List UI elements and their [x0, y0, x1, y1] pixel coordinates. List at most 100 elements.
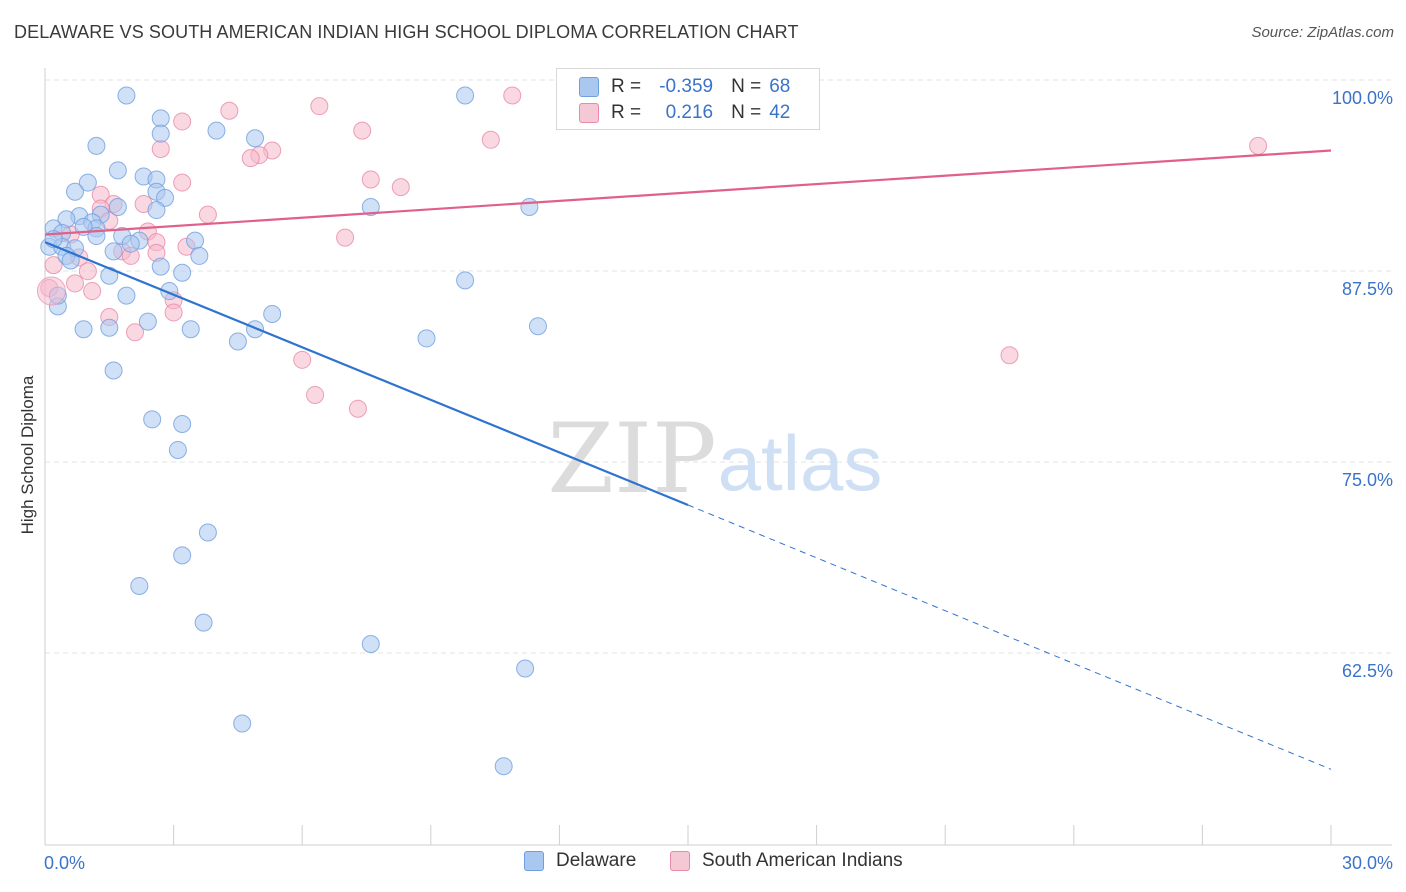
- y-axis-label: High School Diploma: [18, 375, 37, 535]
- south-american-indians-point: [353, 121, 372, 140]
- delaware-point: [87, 136, 106, 155]
- watermark: ZIP atlas: [547, 403, 882, 515]
- south-american-indians-swatch: [670, 851, 690, 871]
- delaware-point: [194, 613, 213, 632]
- delaware-point: [233, 714, 252, 733]
- delaware-point: [456, 86, 475, 105]
- south-american-indians-point: [44, 256, 63, 275]
- south-american-indians-point: [220, 101, 239, 120]
- delaware-point: [198, 523, 217, 542]
- delaware-point: [173, 263, 192, 282]
- legend-item-south-american-indians[interactable]: South American Indians: [670, 850, 903, 872]
- delaware-point: [228, 332, 247, 351]
- south-american-indians-point: [36, 276, 66, 306]
- trend-lines: [44, 149, 1332, 770]
- delaware-point: [456, 271, 475, 290]
- axes: [44, 68, 1392, 846]
- delaware-trend-extension: [687, 504, 1332, 770]
- delaware-point: [417, 329, 436, 348]
- series-legend: Delaware South American Indians: [0, 850, 1406, 878]
- delaware-point: [121, 234, 140, 253]
- stats-row-south-american-indians: R = 0.216 N = 42: [579, 100, 790, 126]
- delaware-point: [78, 173, 97, 192]
- watermark-atlas: atlas: [718, 419, 883, 507]
- delaware-point: [108, 198, 127, 217]
- delaware-point: [117, 286, 136, 305]
- y-tick-label: 87.5%: [1342, 279, 1393, 299]
- south-american-indians-point: [83, 282, 102, 301]
- south-american-indians-point: [151, 139, 170, 158]
- delaware-point: [361, 198, 380, 217]
- south-american-indians-point: [336, 228, 355, 247]
- delaware-point: [361, 635, 380, 654]
- delaware-point: [190, 246, 209, 265]
- data-points: [36, 86, 1268, 776]
- delaware-point: [186, 231, 205, 250]
- south-american-indians-point: [481, 130, 500, 149]
- r-label: R =: [611, 102, 642, 123]
- y-tick-label: 75.0%: [1342, 470, 1393, 490]
- delaware-point: [173, 414, 192, 433]
- r-label: R =: [611, 76, 642, 97]
- y-tick-label: 100.0%: [1332, 88, 1393, 108]
- delaware-point: [246, 129, 265, 148]
- delaware-swatch: [579, 77, 599, 97]
- stats-legend: R = -0.359 N = 68 R = 0.216 N = 42: [556, 68, 820, 130]
- delaware-point: [138, 312, 157, 331]
- south-american-indians-point: [241, 149, 260, 168]
- south-american-indians-point: [126, 323, 145, 342]
- delaware-point: [147, 201, 166, 220]
- south-american-indians-point: [198, 205, 217, 224]
- delaware-point: [207, 121, 226, 140]
- tick-labels: 62.5% 75.0% 87.5% 100.0% 0.0% 30.0%: [44, 88, 1393, 873]
- delaware-point: [168, 440, 187, 459]
- delaware-point: [246, 320, 265, 339]
- delaware-swatch: [524, 851, 544, 871]
- chart-title: DELAWARE VS SOUTH AMERICAN INDIAN HIGH S…: [14, 22, 799, 42]
- delaware-point: [181, 320, 200, 339]
- delaware-point: [151, 257, 170, 276]
- delaware-point: [104, 361, 123, 380]
- legend-label: Delaware: [556, 850, 637, 871]
- delaware-point: [108, 161, 127, 180]
- south-american-indians-point: [173, 112, 192, 131]
- delaware-point: [263, 304, 282, 323]
- x-tick-label: 0.0%: [44, 853, 85, 873]
- south-american-indians-point: [310, 97, 329, 116]
- delaware-point: [156, 188, 175, 207]
- delaware-point: [74, 320, 93, 339]
- south-american-indians-point: [66, 274, 85, 293]
- x-tick-label: 30.0%: [1342, 853, 1393, 873]
- delaware-point: [516, 659, 535, 678]
- n-value: 42: [769, 102, 791, 123]
- y-tick-label: 62.5%: [1342, 661, 1393, 681]
- south-american-indians-point: [503, 86, 522, 105]
- legend-label: South American Indians: [702, 850, 903, 871]
- delaware-point: [494, 757, 513, 776]
- delaware-point: [173, 546, 192, 565]
- south-american-indians-point: [164, 303, 183, 322]
- south-american-indians-trend-line: [44, 149, 1332, 236]
- r-value: 0.216: [665, 102, 714, 123]
- south-american-indians-swatch: [579, 103, 599, 123]
- south-american-indians-point: [293, 350, 312, 369]
- delaware-point: [520, 198, 539, 217]
- n-label: N =: [731, 102, 762, 123]
- south-american-indians-point: [391, 178, 410, 197]
- source-label: Source: ZipAtlas.com: [1251, 24, 1394, 41]
- delaware-trend-line: [44, 241, 689, 506]
- south-american-indians-point: [1000, 346, 1019, 365]
- delaware-point: [151, 124, 170, 143]
- delaware-point: [100, 318, 119, 337]
- stats-row-delaware: R = -0.359 N = 68: [579, 74, 790, 100]
- south-american-indians-point: [361, 170, 380, 189]
- n-value: 68: [769, 76, 791, 97]
- south-american-indians-point: [306, 385, 325, 404]
- r-value: -0.359: [659, 76, 714, 97]
- south-american-indians-point: [348, 399, 367, 418]
- legend-item-delaware[interactable]: Delaware: [524, 850, 636, 872]
- delaware-point: [143, 410, 162, 429]
- south-american-indians-point: [78, 262, 97, 281]
- n-label: N =: [731, 76, 762, 97]
- delaware-point: [151, 109, 170, 128]
